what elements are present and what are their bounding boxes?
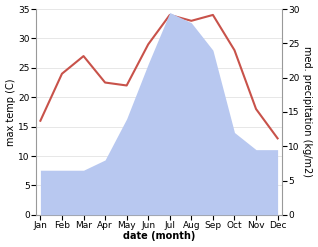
Y-axis label: med. precipitation (kg/m2): med. precipitation (kg/m2) (302, 46, 313, 177)
X-axis label: date (month): date (month) (123, 231, 195, 242)
Y-axis label: max temp (C): max temp (C) (5, 78, 16, 146)
